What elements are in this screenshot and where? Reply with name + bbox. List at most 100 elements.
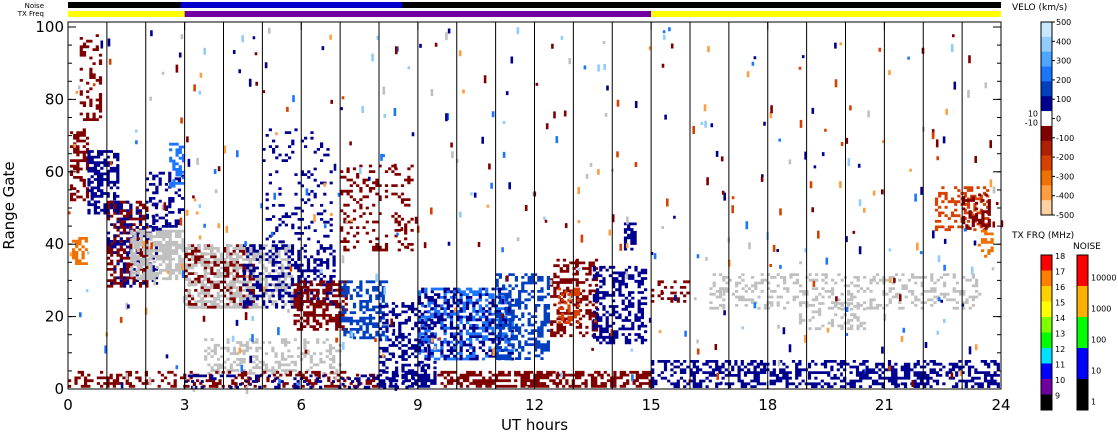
noise-colorbar: 10000 1000 100 10 1: [1076, 254, 1116, 411]
velocity-tick-label: 0: [1056, 115, 1061, 124]
velocity-colorbar-title: VELO (km/s): [1012, 3, 1067, 13]
noise-colorbar-title: NOISE: [1073, 242, 1101, 252]
txfreq-tick-label: 10: [1055, 376, 1065, 385]
txfreq-tick-label: 17: [1055, 268, 1065, 277]
txfreq-colorbar-title: TX FRQ (MHz): [1011, 231, 1074, 241]
txfreq-color-segment: [1041, 270, 1052, 287]
txfreq-segment: [184, 11, 652, 17]
txfreq-tick-label: 15: [1055, 299, 1065, 308]
txfreq-strip: [68, 11, 1001, 17]
scatter-region: [340, 280, 389, 340]
y-axis-title: Range Gate: [0, 161, 18, 249]
noise-color-segment: [1077, 317, 1088, 349]
noise-tick-label: 10: [1091, 367, 1101, 376]
x-tick-label: 12: [525, 396, 544, 414]
x-tick-label: 9: [413, 396, 423, 414]
velocity-inner-label: -10: [1025, 119, 1038, 128]
velocity-colorbar: 500 400 300 200 100 0 -100 -200 -300 -400 -500 10-1…: [1025, 18, 1074, 220]
txfreq-tick-label: 14: [1055, 314, 1065, 323]
velocity-color-segment: [1041, 22, 1052, 38]
y-tick-label: 100: [35, 18, 64, 36]
txfreq-tick-label: 16: [1055, 283, 1065, 292]
scatter-region: [169, 142, 186, 188]
velocity-tick-label: -100: [1056, 134, 1074, 143]
velocity-color-segment: [1041, 200, 1052, 216]
noise-colorbar-frame: [1076, 254, 1089, 411]
txfreq-segment: [651, 11, 1001, 17]
y-tick-label: 40: [45, 235, 64, 253]
x-axis-ticks: 0 3 6 9 12 15 18 21 24: [63, 22, 1011, 414]
txfreq-color-segment: [1041, 394, 1052, 411]
scatter-region: [106, 200, 159, 288]
velocity-tick-label: -500: [1056, 211, 1074, 220]
scatter-data: [68, 27, 1004, 395]
velocity-color-segment: [1041, 170, 1052, 186]
txfreq-tick-label: 13: [1055, 330, 1065, 339]
noise-strip-label: Noise: [25, 2, 44, 10]
y-tick-label: 60: [45, 163, 64, 181]
txfreq-color-segment: [1041, 379, 1052, 395]
velocity-color-segment: [1041, 140, 1052, 156]
x-tick-label: 15: [642, 396, 661, 414]
scatter-region: [977, 229, 994, 258]
noise-color-segment: [1077, 255, 1088, 287]
txfreq-tick-label: 18: [1055, 252, 1065, 261]
noise-strip: [68, 2, 1001, 8]
scatter-region: [557, 287, 581, 324]
y-tick-label: 0: [54, 380, 64, 398]
txfreq-color-segment: [1041, 286, 1052, 302]
velocity-tick-label: 300: [1056, 57, 1071, 66]
scatter-region: [495, 273, 550, 360]
scatter-region: [592, 265, 648, 345]
txfreq-color-segment: [1041, 301, 1052, 318]
txfreq-tick-label: 11: [1055, 361, 1065, 370]
txfreq-colorbar: 18 17 16 15 14 13 12 11 10 9: [1040, 252, 1065, 411]
x-tick-label: 18: [758, 396, 777, 414]
velocity-color-segment: [1041, 66, 1052, 82]
txfreq-tick-label: 12: [1055, 345, 1065, 354]
scatter-region: [204, 338, 342, 375]
txfreq-color-segment: [1041, 332, 1052, 349]
x-tick-label: 24: [991, 396, 1010, 414]
txfreq-segment: [68, 11, 185, 17]
scatter-region: [437, 370, 652, 388]
x-tick-label: 6: [296, 396, 306, 414]
noise-color-segment: [1077, 379, 1088, 411]
velocity-color-segment: [1041, 36, 1052, 52]
velocity-tick-label: -300: [1056, 172, 1074, 181]
txfreq-color-segment: [1041, 363, 1052, 380]
noise-segment: [180, 2, 403, 8]
scatter-region: [340, 164, 414, 252]
velocity-color-segment: [1041, 111, 1052, 127]
scatter-region: [962, 193, 991, 230]
scatter-region: [262, 128, 333, 244]
x-tick-label: 21: [875, 396, 894, 414]
velocity-color-segment: [1041, 96, 1052, 112]
txfreq-color-segment: [1041, 255, 1052, 271]
scatter-region: [87, 150, 120, 215]
velocity-color-segment: [1041, 81, 1052, 97]
y-tick-label: 80: [45, 90, 64, 108]
scatter-region: [798, 302, 867, 331]
scatter-region: [184, 374, 419, 389]
velocity-tick-label: 100: [1056, 95, 1071, 104]
velocity-tick-label: -200: [1056, 153, 1074, 162]
velocity-tick-label: 500: [1056, 18, 1071, 27]
noise-tick-label: 100: [1091, 336, 1106, 345]
noise-tick-label: 10000: [1091, 274, 1116, 283]
x-tick-label: 3: [180, 396, 190, 414]
noise-color-segment: [1077, 286, 1088, 318]
scatter-region: [417, 287, 514, 361]
noise-segment: [68, 2, 1001, 8]
velocity-tick-label: 400: [1056, 37, 1071, 46]
velocity-tick-label: -400: [1056, 192, 1074, 201]
beam-marker-lines: [106, 22, 963, 389]
velocity-color-segment: [1041, 125, 1052, 142]
velocity-color-segment: [1041, 155, 1052, 171]
x-tick-label: 0: [63, 396, 73, 414]
velocity-color-segment: [1041, 185, 1052, 201]
velocity-tick-label: 200: [1056, 76, 1071, 85]
txfreq-color-segment: [1041, 348, 1052, 364]
velocity-inner-label: 10: [1028, 110, 1038, 119]
velocity-color-segment: [1041, 51, 1052, 67]
